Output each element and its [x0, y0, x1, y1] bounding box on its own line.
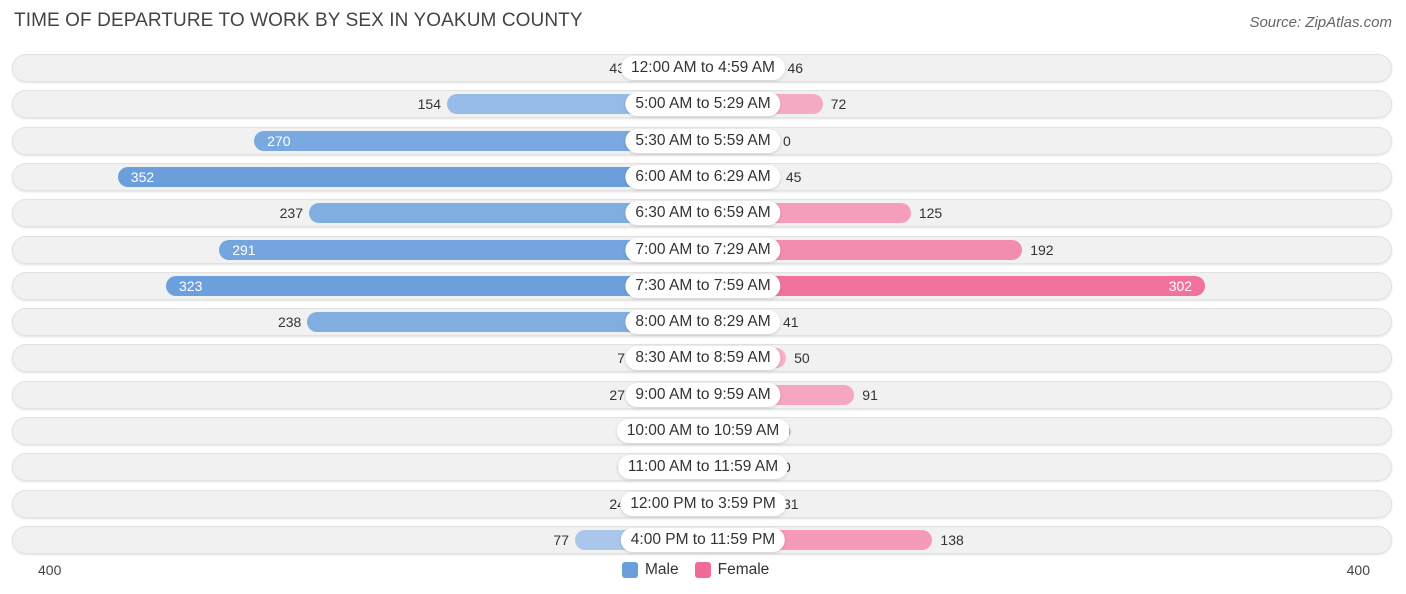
male-bar	[219, 239, 703, 260]
legend-item-male: Male	[622, 561, 679, 579]
category-label: 5:30 AM to 5:59 AM	[625, 128, 781, 153]
male-value-label: 291	[232, 241, 256, 258]
female-value-label: 45	[785, 168, 802, 185]
category-label: 11:00 AM to 11:59 AM	[617, 455, 789, 480]
female-value-label: 31	[783, 495, 799, 512]
male-value-label: 7	[617, 350, 625, 367]
female-bar	[703, 239, 1023, 260]
female-value-label: 125	[918, 205, 943, 222]
male-value-label: 270	[267, 132, 291, 149]
chart-legend: Male Female	[622, 561, 785, 579]
chart-title: TIME OF DEPARTURE TO WORK BY SEX IN YOAK…	[14, 10, 583, 31]
female-value-label: 72	[830, 96, 847, 113]
female-value-label: 0	[783, 132, 791, 149]
category-label: 6:30 AM to 6:59 AM	[625, 201, 781, 226]
legend-item-female: Female	[694, 561, 770, 579]
male-bar	[308, 203, 703, 224]
male-bar	[307, 312, 703, 333]
male-value-label: 77	[553, 531, 569, 548]
female-bar	[703, 275, 1206, 296]
male-bar	[166, 275, 703, 296]
category-label: 12:00 PM to 3:59 PM	[620, 491, 786, 516]
female-value-label: 192	[1030, 241, 1054, 258]
axis-label-left: 400	[38, 562, 62, 578]
category-label: 6:00 AM to 6:29 AM	[625, 164, 781, 189]
female-value-label: 46	[787, 60, 804, 76]
male-bar	[117, 166, 703, 187]
category-label: 5:00 AM to 5:29 AM	[625, 92, 781, 117]
male-value-label: 352	[130, 168, 155, 185]
male-bar	[254, 130, 703, 151]
category-label: 10:00 AM to 10:59 AM	[616, 419, 790, 443]
category-label: 4:00 PM to 11:59 PM	[620, 527, 786, 552]
category-label: 7:30 AM to 7:59 AM	[625, 273, 781, 298]
male-value-label: 238	[277, 314, 302, 331]
legend-swatch-female	[694, 562, 711, 578]
female-value-label: 41	[783, 314, 799, 331]
male-value-label: 237	[279, 205, 303, 222]
male-value-label: 154	[417, 96, 441, 113]
female-value-label: 91	[862, 386, 878, 403]
category-label: 9:00 AM to 9:59 AM	[625, 382, 781, 407]
female-value-label: 50	[794, 350, 810, 367]
category-label: 12:00 AM to 4:59 AM	[621, 56, 785, 80]
male-value-label: 27	[609, 386, 625, 403]
category-label: 8:30 AM to 8:59 AM	[625, 346, 781, 371]
male-value-label: 323	[179, 277, 203, 294]
category-label: 7:00 AM to 7:29 AM	[625, 237, 781, 262]
axis-label-right: 400	[1346, 562, 1370, 578]
legend-label-male: Male	[645, 561, 679, 578]
female-value-label: 302	[1168, 277, 1193, 294]
female-value-label: 138	[940, 531, 964, 548]
legend-label-female: Female	[717, 561, 770, 578]
legend-swatch-male	[622, 562, 638, 578]
chart-source: Source: ZipAtlas.com	[1249, 14, 1392, 31]
category-label: 8:00 AM to 8:29 AM	[625, 310, 781, 335]
